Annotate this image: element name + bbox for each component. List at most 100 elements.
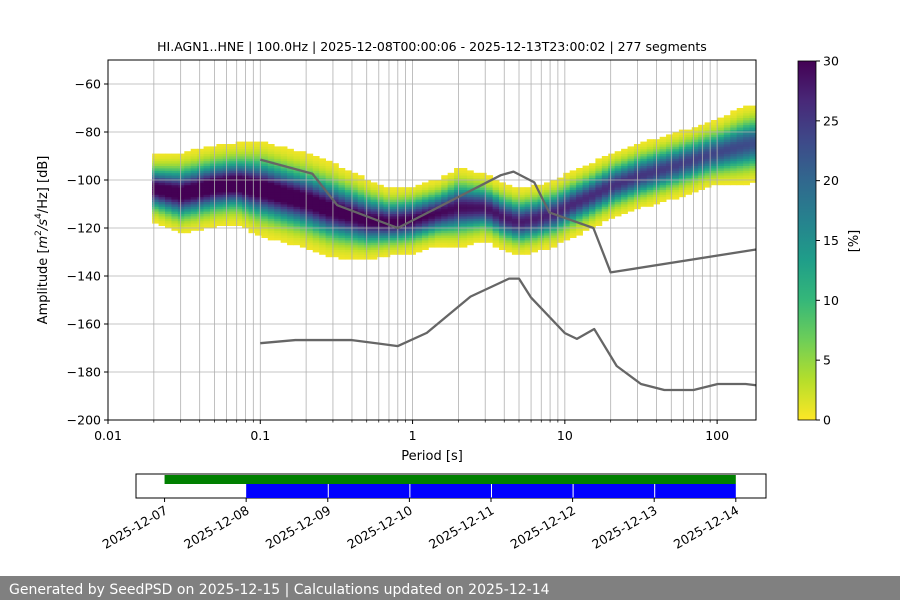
heatmap-cell [203, 153, 211, 157]
heatmap-cell [550, 244, 558, 248]
heatmap-cell [248, 201, 256, 205]
heatmap-cell [209, 199, 217, 202]
heatmap-cell [736, 144, 744, 147]
heatmap-cell [428, 220, 436, 224]
heatmap-cell [576, 211, 583, 214]
y-tick-label: −180 [67, 365, 101, 380]
heatmap-cell [454, 213, 461, 217]
heatmap-cell [312, 247, 320, 250]
heatmap-cell [267, 175, 275, 178]
heatmap-cell [274, 180, 282, 183]
heatmap-cell [203, 177, 211, 181]
heatmap-cell [698, 180, 706, 183]
heatmap-cell [595, 206, 603, 210]
heatmap-cell [646, 158, 654, 162]
heatmap-cell [312, 225, 320, 229]
heatmap-cell [685, 141, 693, 145]
heatmap-cell [177, 206, 185, 210]
heatmap-cell [550, 208, 558, 212]
heatmap-cell [165, 170, 172, 174]
heatmap-cell [338, 256, 346, 260]
heatmap-cell [402, 252, 410, 255]
heatmap-cell [672, 163, 680, 166]
heatmap-cell [306, 194, 314, 198]
heatmap-cell [434, 208, 442, 212]
heatmap-cell [299, 206, 307, 210]
heatmap-cell [209, 218, 217, 222]
y-tick-label: −120 [67, 221, 101, 236]
heatmap-cell [743, 177, 750, 181]
heatmap-cell [235, 168, 243, 171]
heatmap-cell [460, 187, 468, 190]
heatmap-cell [267, 151, 275, 154]
heatmap-cell [454, 237, 461, 241]
heatmap-cell [364, 249, 371, 253]
heatmap-cell [531, 194, 538, 198]
heatmap-cell [319, 235, 326, 238]
heatmap-cell [666, 170, 673, 174]
heatmap-cell [389, 208, 397, 212]
heatmap-cell [364, 199, 371, 202]
heatmap-cell [666, 172, 673, 176]
heatmap-cell [280, 170, 288, 174]
heatmap-cell [499, 247, 506, 250]
heatmap-cell [325, 160, 333, 164]
heatmap-cell [717, 120, 725, 123]
heatmap-cell [479, 208, 487, 212]
heatmap-cell [312, 228, 320, 231]
heatmap-cell [287, 189, 294, 193]
heatmap-cell [646, 156, 654, 159]
heatmap-cell [441, 218, 449, 222]
heatmap-cell [197, 180, 204, 183]
heatmap-cell [389, 230, 397, 234]
heatmap-cell [421, 187, 429, 190]
heatmap-cell [280, 177, 288, 181]
heatmap-cell [723, 172, 731, 176]
heatmap-cell [736, 108, 744, 111]
heatmap-cell [332, 175, 339, 178]
heatmap-cell [299, 244, 307, 248]
heatmap-cell [209, 201, 217, 205]
heatmap-cell [518, 199, 526, 202]
heatmap-cell [299, 160, 307, 164]
heatmap-cell [396, 208, 404, 212]
heatmap-cell [216, 172, 224, 176]
heatmap-cell [325, 228, 333, 231]
heatmap-cell [248, 220, 256, 224]
heatmap-cell [267, 153, 275, 157]
heatmap-cell [171, 177, 179, 181]
heatmap-cell [415, 187, 423, 190]
heatmap-cell [319, 232, 326, 236]
heatmap-cell [312, 230, 320, 234]
x-axis-ticks: 0.01 0.1 1 10 100 [94, 420, 729, 443]
heatmap-cell [229, 220, 237, 224]
heatmap-cell [717, 117, 725, 121]
heatmap-cell [280, 146, 288, 150]
heatmap-cell [608, 189, 616, 193]
heatmap-cell [614, 194, 622, 198]
heatmap-cell [248, 158, 256, 162]
heatmap-cell [332, 172, 339, 176]
heatmap-cell [389, 218, 397, 222]
heatmap-cell [177, 184, 185, 188]
y-tick-label: −100 [67, 173, 101, 188]
heatmap-cell [299, 194, 307, 198]
heatmap-cell [319, 182, 326, 186]
heatmap-cell [152, 196, 159, 200]
heatmap-cell [299, 165, 307, 169]
heatmap-cell [646, 160, 654, 164]
heatmap-cell [177, 204, 185, 207]
heatmap-cell [389, 213, 397, 217]
heatmap-cell [518, 201, 526, 205]
heatmap-cell [550, 187, 558, 190]
heatmap-cell [421, 196, 429, 200]
heatmap-cell [479, 223, 487, 226]
heatmap-cell [576, 175, 583, 178]
heatmap-cell [402, 230, 410, 234]
heatmap-cell [646, 180, 654, 183]
heatmap-cell [698, 144, 706, 147]
heatmap-cell [743, 170, 750, 174]
heatmap-cell [190, 211, 198, 214]
heatmap-cell [319, 175, 326, 178]
heatmap-cell [293, 194, 301, 198]
